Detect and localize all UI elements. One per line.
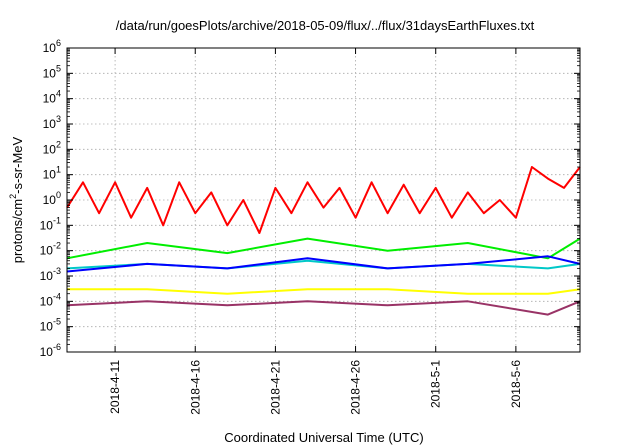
chart-title: /data/run/goesPlots/archive/2018-05-09/f… — [116, 18, 535, 33]
series-layer — [66, 166, 581, 316]
y-axis-label-exponent: 2 — [8, 194, 18, 199]
y-tick-label-base: 10 — [43, 41, 57, 55]
y-axis-label-suffix: -s-sr-MeV — [10, 136, 25, 193]
y-tick-label: 10-6 — [40, 342, 61, 359]
y-tick-label-exponent: 6 — [56, 38, 61, 48]
y-tick-label: 100 — [43, 190, 61, 207]
y-tick-label-exponent: 2 — [56, 139, 61, 149]
series-line-4 — [67, 288, 581, 295]
y-tick-label-exponent: 1 — [56, 165, 61, 175]
y-tick-label-exponent: -3 — [53, 266, 61, 276]
y-tick-label-exponent: 0 — [56, 190, 61, 200]
x-axis: 2018-4-11 2018-4-16 2018-4-21 2018-4-26 2018… — [108, 48, 523, 415]
y-tick-label-base: 10 — [43, 193, 57, 207]
y-tick-label-base: 10 — [40, 294, 54, 308]
series-line-0 — [66, 166, 581, 234]
y-axis-label: protons/cm2-s-sr-MeV — [8, 136, 25, 263]
y-tick-label-base: 10 — [43, 142, 57, 156]
y-tick-label-exponent: -2 — [53, 241, 61, 251]
y-tick-label-base: 10 — [43, 92, 57, 106]
y-axis-label-prefix: protons/cm — [10, 199, 25, 263]
y-tick-label-base: 10 — [43, 117, 57, 131]
y-tick-label-exponent: 5 — [56, 63, 61, 73]
y-tick-label-base: 10 — [40, 269, 54, 283]
series-line-5 — [66, 300, 581, 316]
y-tick-label: 106 — [43, 38, 61, 55]
y-tick-label: 102 — [43, 139, 61, 156]
x-tick-label: 2018-4-26 — [349, 360, 363, 415]
y-tick-label: 10-5 — [40, 317, 61, 334]
y-tick-label-base: 10 — [40, 345, 54, 359]
y-tick-label-exponent: 3 — [56, 114, 61, 124]
y-tick-label-exponent: -6 — [53, 342, 61, 352]
y-tick-label: 105 — [43, 63, 61, 80]
series-line-1 — [66, 237, 581, 260]
y-tick-label-base: 10 — [43, 66, 57, 80]
y-tick-label-exponent: -5 — [53, 317, 61, 327]
y-tick-label-base: 10 — [43, 168, 57, 182]
y-tick-label-exponent: -1 — [53, 215, 61, 225]
y-tick-label: 101 — [43, 165, 61, 182]
y-axis: 10610510410310210110010-110-210-310-410-… — [40, 38, 580, 359]
y-tick-label-base: 10 — [40, 320, 54, 334]
y-tick-label-base: 10 — [40, 244, 54, 258]
y-tick-label: 10-4 — [40, 291, 61, 308]
x-axis-label: Coordinated Universal Time (UTC) — [224, 430, 423, 445]
y-tick-label: 104 — [43, 89, 61, 106]
y-tick-label: 10-3 — [40, 266, 61, 283]
x-tick-label: 2018-5-6 — [509, 360, 523, 408]
x-tick-label: 2018-4-16 — [188, 360, 202, 415]
y-tick-label: 10-1 — [40, 215, 61, 232]
y-tick-label-exponent: 4 — [56, 89, 61, 99]
x-tick-label: 2018-4-11 — [108, 360, 122, 414]
y-tick-label-exponent: -4 — [53, 291, 61, 301]
x-tick-label: 2018-4-21 — [268, 360, 282, 415]
y-tick-label-base: 10 — [40, 218, 54, 232]
y-tick-label: 103 — [43, 114, 61, 131]
y-tick-label: 10-2 — [40, 241, 61, 258]
x-tick-label: 2018-5-1 — [429, 360, 443, 408]
series-line-3 — [66, 255, 581, 273]
